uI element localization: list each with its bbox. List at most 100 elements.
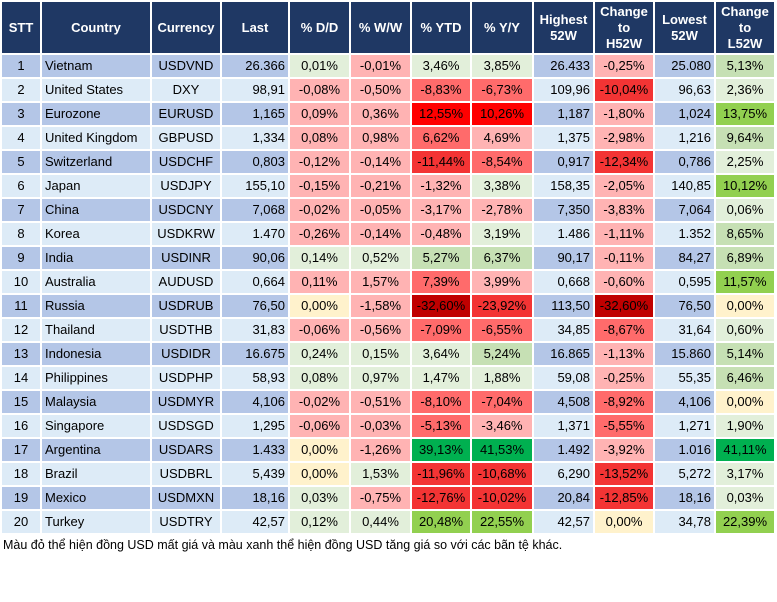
cell-low52w: 1,271 [653, 413, 716, 439]
cell-high52w: 90,17 [532, 245, 595, 271]
header-country[interactable]: Country [40, 0, 152, 55]
header-high52w[interactable]: Highest 52W [532, 0, 595, 55]
cell-yy: 3,99% [470, 269, 534, 295]
cell-stt: 4 [0, 125, 42, 151]
cell-high52w: 34,85 [532, 317, 595, 343]
cell-dd: 0,14% [288, 245, 351, 271]
header-currency[interactable]: Currency [150, 0, 222, 55]
table-row: 9 India USDINR 90,06 0,14% 0,52% 5,27% 6,37% 90,… [0, 245, 776, 271]
cell-yy: -10,68% [470, 461, 534, 487]
cell-change-h52w: -3,83% [593, 197, 655, 223]
cell-low52w: 0,786 [653, 149, 716, 175]
cell-currency: USDVND [150, 53, 222, 79]
cell-ww: 0,98% [349, 125, 412, 151]
cell-country: Japan [40, 173, 152, 199]
cell-ytd: -11,96% [410, 461, 472, 487]
table-row: 7 China USDCNY 7,068 -0,02% -0,05% -3,17% -2,78… [0, 197, 776, 223]
cell-high52w: 59,08 [532, 365, 595, 391]
header-ytd[interactable]: % YTD [410, 0, 472, 55]
cell-change-h52w: -32,60% [593, 293, 655, 319]
cell-country: United Kingdom [40, 125, 152, 151]
header-change-l52w[interactable]: Change to L52W [714, 0, 776, 55]
cell-yy: 1,88% [470, 365, 534, 391]
cell-yy: 3,38% [470, 173, 534, 199]
cell-dd: -0,06% [288, 413, 351, 439]
header-stt[interactable]: STT [0, 0, 42, 55]
cell-high52w: 1.486 [532, 221, 595, 247]
cell-currency: USDBRL [150, 461, 222, 487]
cell-high52w: 1.492 [532, 437, 595, 463]
cell-yy: 10,26% [470, 101, 534, 127]
cell-currency: USDRUB [150, 293, 222, 319]
cell-yy: 5,24% [470, 341, 534, 367]
cell-ww: 0,36% [349, 101, 412, 127]
cell-high52w: 113,50 [532, 293, 595, 319]
cell-high52w: 109,96 [532, 77, 595, 103]
cell-last: 58,93 [220, 365, 290, 391]
cell-ww: 0,97% [349, 365, 412, 391]
header-ww[interactable]: % W/W [349, 0, 412, 55]
cell-stt: 3 [0, 101, 42, 127]
cell-currency: USDARS [150, 437, 222, 463]
cell-change-l52w: 0,03% [714, 485, 776, 511]
cell-last: 98,91 [220, 77, 290, 103]
cell-dd: 0,01% [288, 53, 351, 79]
header-yy[interactable]: % Y/Y [470, 0, 534, 55]
cell-ww: -1,58% [349, 293, 412, 319]
cell-ww: -0,05% [349, 197, 412, 223]
cell-ytd: -12,76% [410, 485, 472, 511]
cell-dd: 0,09% [288, 101, 351, 127]
cell-change-l52w: 41,11% [714, 437, 776, 463]
cell-currency: USDCNY [150, 197, 222, 223]
cell-stt: 6 [0, 173, 42, 199]
cell-ytd: 3,46% [410, 53, 472, 79]
cell-high52w: 1,187 [532, 101, 595, 127]
cell-change-l52w: 10,12% [714, 173, 776, 199]
cell-change-h52w: -1,11% [593, 221, 655, 247]
cell-ytd: -3,17% [410, 197, 472, 223]
cell-currency: USDKRW [150, 221, 222, 247]
cell-high52w: 1,375 [532, 125, 595, 151]
cell-ytd: 20,48% [410, 509, 472, 535]
cell-last: 1,165 [220, 101, 290, 127]
cell-country: Korea [40, 221, 152, 247]
cell-change-l52w: 0,60% [714, 317, 776, 343]
cell-currency: USDTHB [150, 317, 222, 343]
cell-last: 42,57 [220, 509, 290, 535]
cell-change-l52w: 9,64% [714, 125, 776, 151]
cell-change-l52w: 2,25% [714, 149, 776, 175]
cell-ytd: -32,60% [410, 293, 472, 319]
cell-stt: 11 [0, 293, 42, 319]
cell-stt: 9 [0, 245, 42, 271]
cell-last: 31,83 [220, 317, 290, 343]
cell-low52w: 55,35 [653, 365, 716, 391]
cell-stt: 20 [0, 509, 42, 535]
table-row: 5 Switzerland USDCHF 0,803 -0,12% -0,14% -11,4… [0, 149, 776, 175]
cell-ytd: 3,64% [410, 341, 472, 367]
cell-change-l52w: 6,46% [714, 365, 776, 391]
table-row: 19 Mexico USDMXN 18,16 0,03% -0,75% -12,76% -10… [0, 485, 776, 511]
header-low52w[interactable]: Lowest 52W [653, 0, 716, 55]
cell-ytd: -0,48% [410, 221, 472, 247]
cell-change-l52w: 13,75% [714, 101, 776, 127]
cell-change-h52w: -8,67% [593, 317, 655, 343]
cell-low52w: 84,27 [653, 245, 716, 271]
cell-stt: 2 [0, 77, 42, 103]
table-row: 2 United States DXY 98,91 -0,08% -0,50% -8,83%… [0, 77, 776, 103]
cell-yy: 4,69% [470, 125, 534, 151]
cell-last: 16.675 [220, 341, 290, 367]
header-dd[interactable]: % D/D [288, 0, 351, 55]
cell-dd: 0,08% [288, 125, 351, 151]
cell-country: Philippines [40, 365, 152, 391]
cell-stt: 13 [0, 341, 42, 367]
cell-yy: 3,85% [470, 53, 534, 79]
header-last[interactable]: Last [220, 0, 290, 55]
cell-dd: 0,24% [288, 341, 351, 367]
cell-change-h52w: -2,05% [593, 173, 655, 199]
cell-ww: 1,53% [349, 461, 412, 487]
cell-ytd: 39,13% [410, 437, 472, 463]
cell-stt: 18 [0, 461, 42, 487]
cell-high52w: 0,917 [532, 149, 595, 175]
header-change-h52w[interactable]: Change to H52W [593, 0, 655, 55]
cell-last: 155,10 [220, 173, 290, 199]
